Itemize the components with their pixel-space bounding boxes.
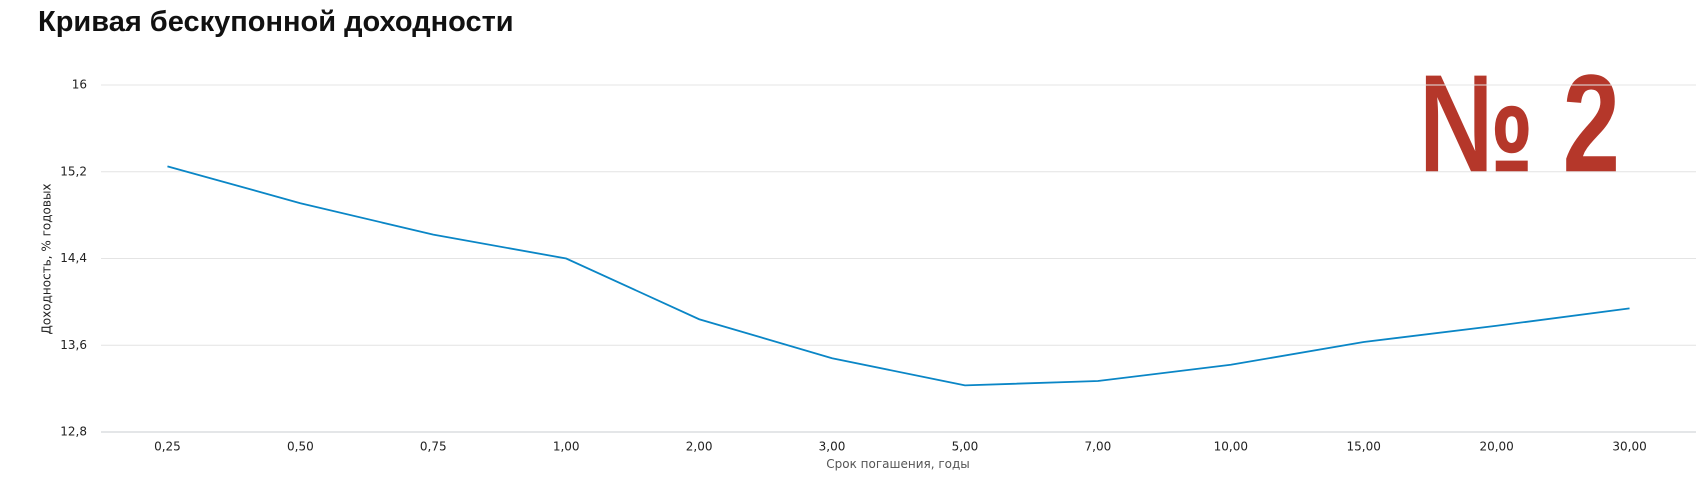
- x-tick-label: 7,00: [1085, 440, 1112, 454]
- y-tick-label: 12,8: [60, 425, 87, 439]
- x-tick-label: 3,00: [819, 440, 846, 454]
- x-tick-label: 20,00: [1479, 440, 1513, 454]
- x-tick-label: 1,00: [553, 440, 580, 454]
- x-tick-label: 0,50: [287, 440, 314, 454]
- x-tick-label: 0,75: [420, 440, 447, 454]
- y-tick-label: 15,2: [60, 164, 87, 178]
- x-tick-label: 5,00: [952, 440, 979, 454]
- x-axis-label: Срок погашения, годы: [826, 457, 970, 471]
- x-tick-label: 0,25: [154, 440, 181, 454]
- x-tick-label: 10,00: [1214, 440, 1248, 454]
- x-tick-label: 2,00: [686, 440, 713, 454]
- annotation: № 2: [1419, 45, 1620, 202]
- y-tick-label: 13,6: [60, 338, 87, 352]
- data-line: [167, 165, 1630, 387]
- y-tick-label: 16: [72, 78, 87, 92]
- x-tick-label: 30,00: [1612, 440, 1646, 454]
- chart-title: Кривая бескупонной доходности: [38, 6, 514, 38]
- y-tick-label: 14,4: [60, 251, 87, 265]
- y-axis-label: Доходность, % годовых: [40, 183, 54, 334]
- x-tick-label: 15,00: [1347, 440, 1381, 454]
